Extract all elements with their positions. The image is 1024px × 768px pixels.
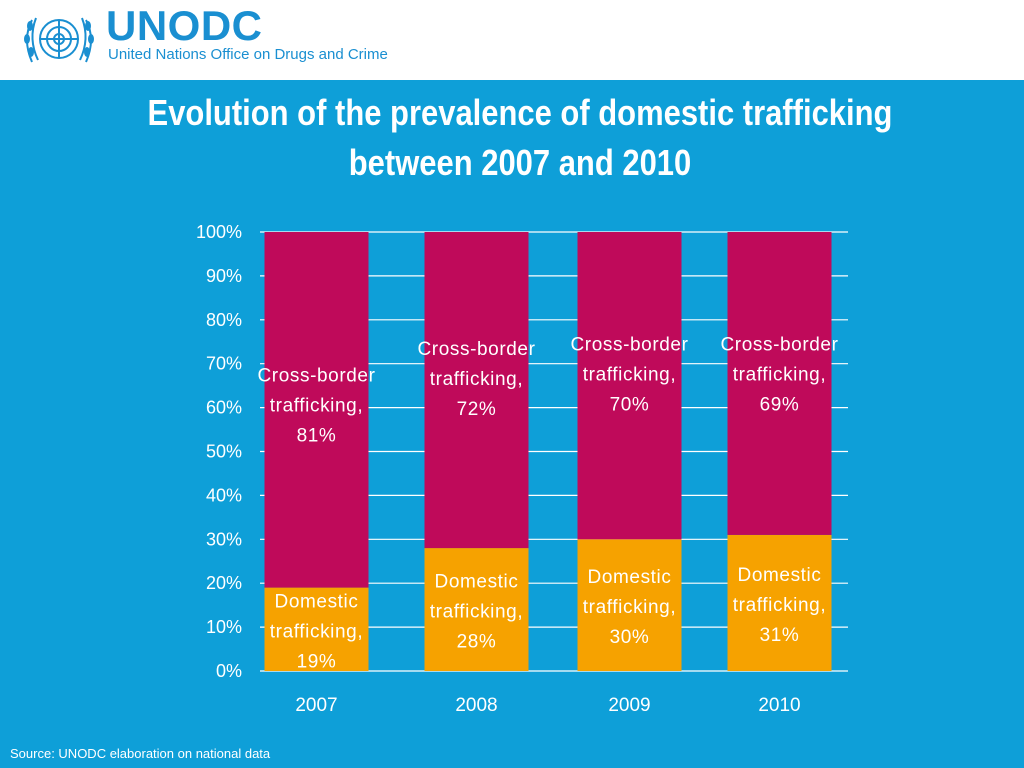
data-label-cross-border-2009: Cross-border [570, 335, 688, 356]
chart-title: Evolution of the prevalence of domestic … [107, 88, 933, 188]
y-tick-label: 60% [206, 398, 242, 418]
data-label-domestic-2009: 30% [610, 627, 650, 648]
data-label-domestic-2008: Domestic [435, 572, 519, 593]
data-label-cross-border-2010: Cross-border [720, 335, 838, 356]
data-label-cross-border-2007: trafficking, [270, 395, 363, 416]
header: UNODC United Nations Office on Drugs and… [0, 0, 1024, 80]
data-label-cross-border-2010: trafficking, [733, 365, 826, 386]
data-label-cross-border-2007: Cross-border [257, 365, 375, 386]
bar-cross-border-2010 [727, 232, 832, 535]
data-label-cross-border-2008: Cross-border [417, 339, 535, 360]
data-label-domestic-2010: trafficking, [733, 595, 826, 616]
bar-domestic-2009 [577, 539, 682, 671]
data-label-cross-border-2009: 70% [610, 395, 650, 416]
y-tick-label: 100% [196, 222, 242, 242]
data-label-domestic-2007: 19% [297, 651, 337, 672]
bar-domestic-2007 [264, 587, 369, 671]
y-tick-label: 20% [206, 573, 242, 593]
bar-domestic-2010 [727, 534, 832, 671]
data-label-domestic-2008: trafficking, [430, 602, 523, 623]
y-tick-label: 50% [206, 442, 242, 462]
x-tick-label: 2008 [455, 695, 497, 716]
x-tick-label: 2007 [295, 695, 337, 716]
data-label-domestic-2007: trafficking, [270, 621, 363, 642]
data-label-domestic-2008: 28% [457, 632, 497, 653]
y-tick-label: 80% [206, 310, 242, 330]
org-full-name: United Nations Office on Drugs and Crime [108, 46, 388, 63]
data-label-cross-border-2009: trafficking, [583, 365, 676, 386]
y-tick-label: 70% [206, 354, 242, 374]
bar-domestic-2008 [424, 548, 529, 671]
data-label-domestic-2010: Domestic [738, 565, 822, 586]
data-label-domestic-2007: Domestic [275, 591, 359, 612]
y-tick-label: 40% [206, 485, 242, 505]
stacked-bar-chart: 0% 10% 20% 30% 40% 50% 60% 70% 80% 90% 100% 2007 Dom… [196, 222, 848, 716]
chart-title-line-1: Evolution of the prevalence of domestic … [147, 92, 893, 133]
bar-cross-border-2007 [264, 232, 369, 588]
bar-cross-border-2009 [577, 232, 682, 540]
data-label-cross-border-2010: 69% [760, 395, 800, 416]
org-name: UNODC [106, 2, 263, 49]
source-note: Source: UNODC elaboration on national da… [10, 746, 271, 761]
bar-cross-border-2008 [424, 232, 529, 549]
data-label-domestic-2009: Domestic [588, 567, 672, 588]
data-label-domestic-2009: trafficking, [583, 597, 676, 618]
data-label-domestic-2010: 31% [760, 625, 800, 646]
y-tick-label: 30% [206, 529, 242, 549]
un-emblem-icon [24, 17, 94, 63]
data-label-cross-border-2007: 81% [297, 425, 337, 446]
data-label-cross-border-2008: 72% [457, 399, 497, 420]
x-tick-label: 2009 [608, 695, 650, 716]
x-tick-label: 2010 [758, 695, 800, 716]
chart-title-line-2: between 2007 and 2010 [348, 142, 692, 183]
data-label-cross-border-2008: trafficking, [430, 369, 523, 390]
y-tick-label: 10% [206, 617, 242, 637]
y-tick-label: 90% [206, 266, 242, 286]
y-tick-label: 0% [216, 661, 242, 681]
